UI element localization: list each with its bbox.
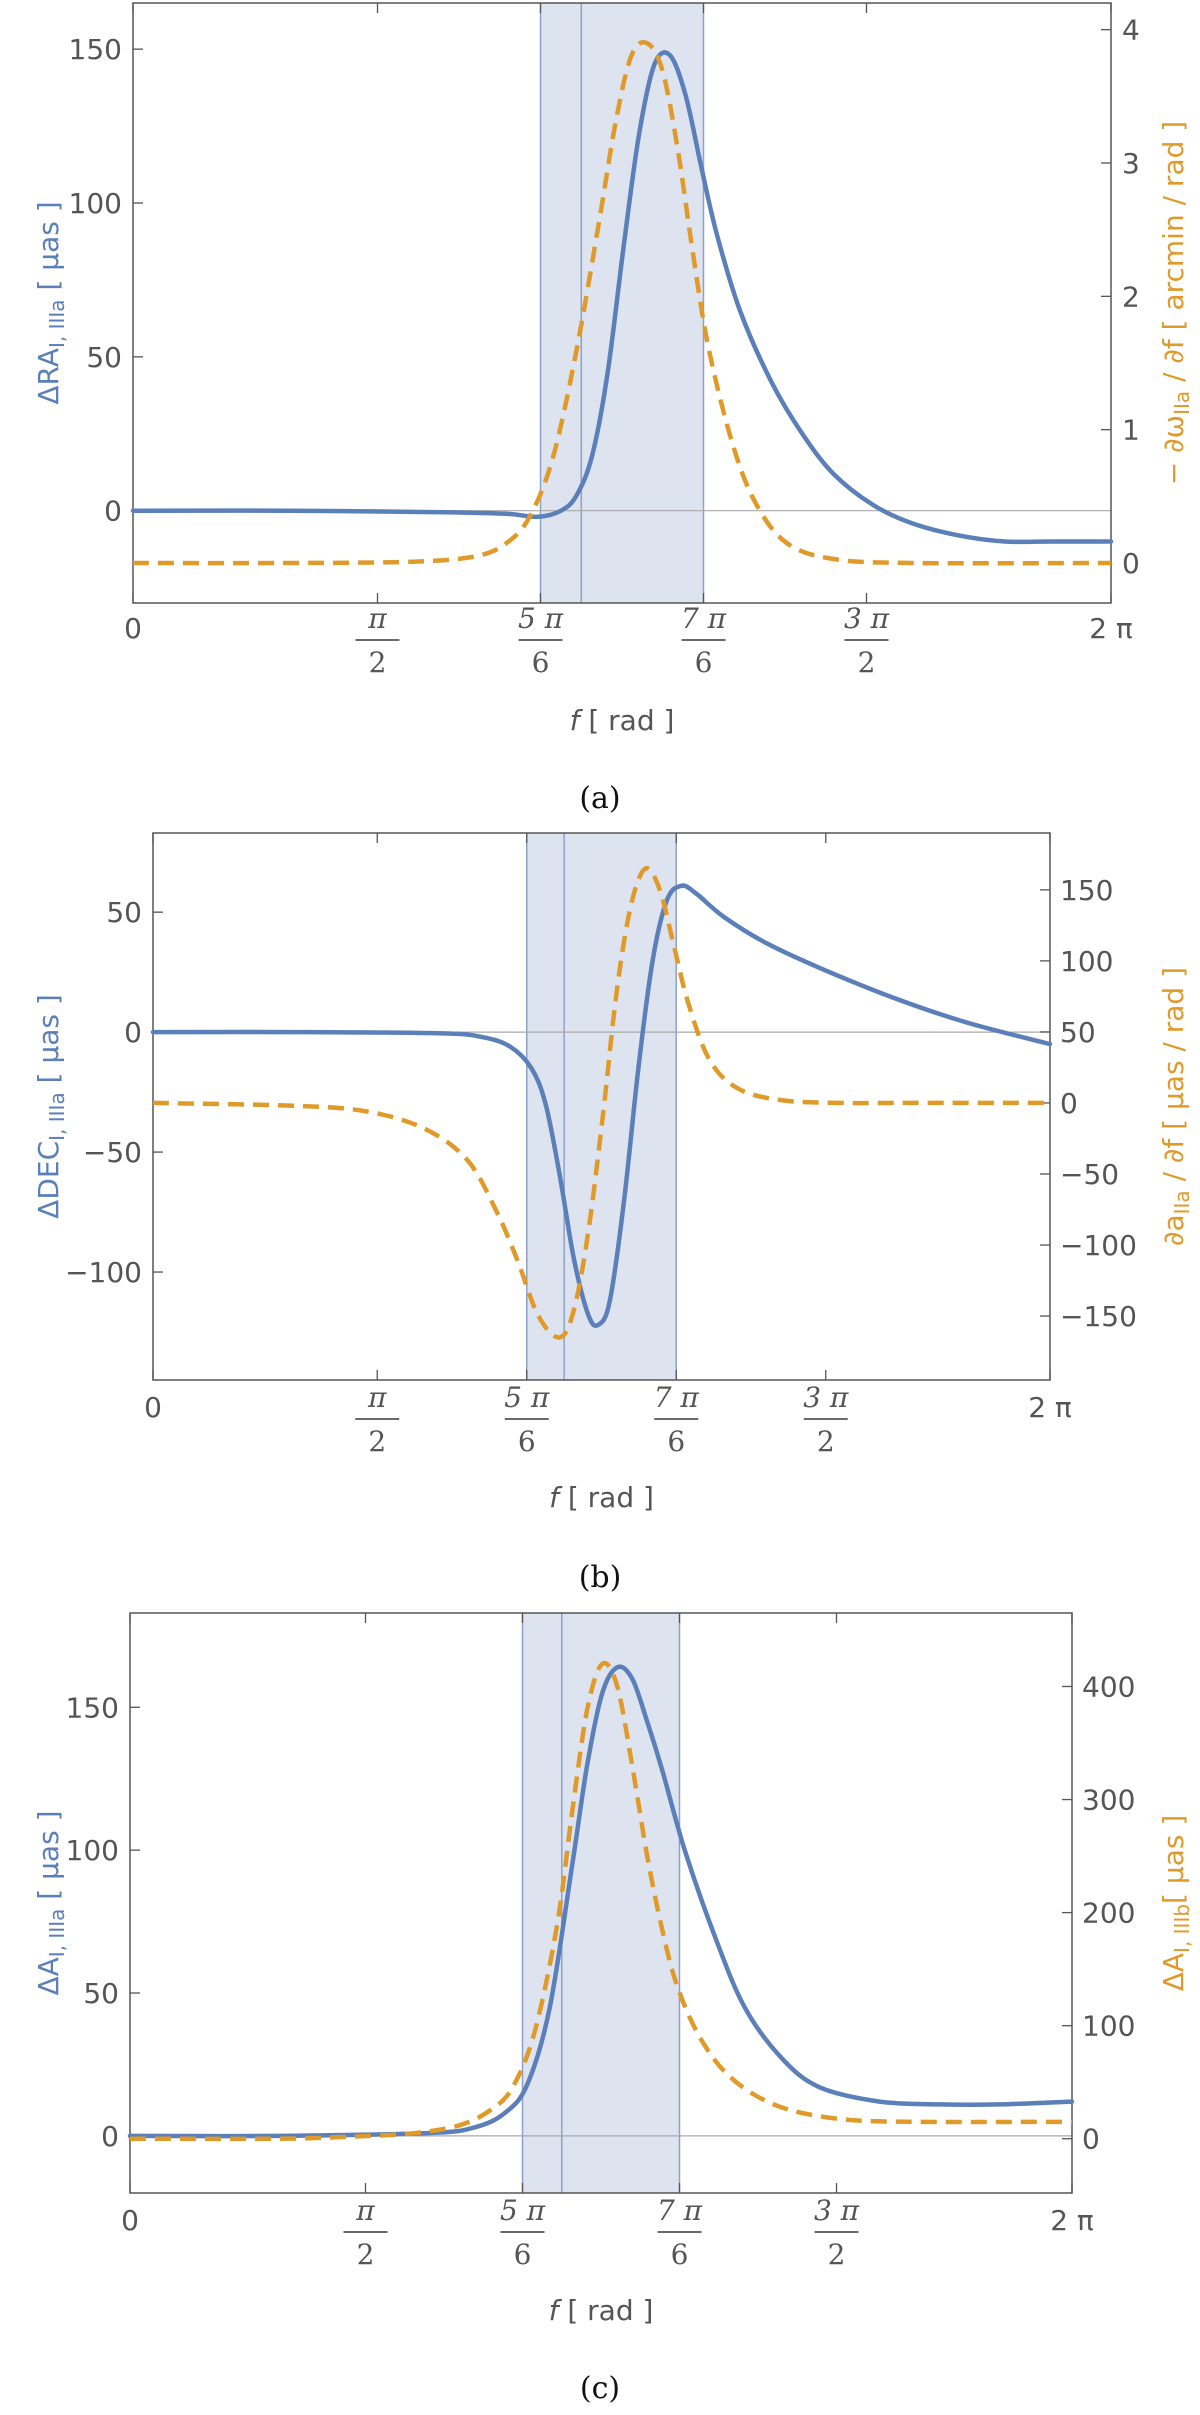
y-left-tick-label: 50 <box>83 1977 119 2010</box>
x-tick-label-denominator: 2 <box>369 646 387 679</box>
y-right-tick-label: 4 <box>1122 14 1140 47</box>
y-left-tick-label: 50 <box>106 896 142 929</box>
y-right-tick-label: 3 <box>1122 147 1140 180</box>
y-right-tick-label: −50 <box>1060 1158 1119 1191</box>
y-left-tick-label: 100 <box>66 1834 119 1867</box>
y-right-tick-label: 150 <box>1060 874 1113 907</box>
series-line-dashed-orange <box>129 1660 1073 2142</box>
y-right-tick-label: 100 <box>1060 945 1113 978</box>
series-line-solid-blue <box>127 1664 1075 2139</box>
y-left-axis-label: ΔRAI, IIIa [ μas ] <box>32 201 69 404</box>
y-left-tick-label: 0 <box>101 2120 119 2153</box>
plot-frame <box>129 1612 1073 2194</box>
y-right-tick-label: 0 <box>1122 547 1140 580</box>
x-tick-label: 0 <box>121 2204 139 2237</box>
panel-caption: (c) <box>580 2371 620 2406</box>
x-tick-label-numerator: 7 π <box>681 602 727 635</box>
y-right-tick-label: 1 <box>1122 414 1140 447</box>
x-tick-label-denominator: 6 <box>671 2238 689 2271</box>
y-right-axis-label: − ∂ωIIa / ∂f [ arcmin / rad ] <box>1157 121 1194 485</box>
series-line-dashed-orange <box>152 865 1050 1340</box>
y-left-tick-label: 0 <box>104 495 122 528</box>
plot-frame <box>152 832 1051 1381</box>
y-left-tick-label: 0 <box>124 1016 142 1049</box>
x-tick-label-numerator: 3 π <box>844 602 890 635</box>
chart-panel-a: 0 π 2 5 π 6 7 π 6 3 π 2 2 π 0 50 100 150 0 1 2 3 4 f [ rad … <box>32 2 1194 816</box>
series-line-solid-blue <box>130 50 1114 545</box>
y-right-tick-label: −100 <box>1060 1229 1137 1262</box>
x-axis-label: f [ rad ] <box>570 704 675 737</box>
x-tick-label-numerator: π <box>367 1381 387 1414</box>
y-right-tick-label: 400 <box>1082 1670 1135 1703</box>
x-tick-label-numerator: π <box>367 602 387 635</box>
x-tick-label-numerator: 3 π <box>814 2194 860 2227</box>
x-tick-label-numerator: π <box>355 2194 375 2227</box>
y-left-tick-label: 150 <box>66 1691 119 1724</box>
x-tick-label-denominator: 2 <box>858 646 876 679</box>
y-left-tick-label: −100 <box>65 1256 142 1289</box>
y-left-tick-label: 50 <box>86 341 122 374</box>
x-axis-label: f [ rad ] <box>549 2294 654 2327</box>
panel-caption: (a) <box>579 781 620 816</box>
y-left-tick-label: 150 <box>69 33 122 66</box>
y-right-tick-label: 300 <box>1082 1784 1135 1817</box>
y-right-tick-label: 200 <box>1082 1897 1135 1930</box>
x-tick-label-denominator: 6 <box>532 646 550 679</box>
y-left-axis-label: ΔAI, IIIa [ μas ] <box>32 1811 69 1996</box>
x-tick-label-numerator: 5 π <box>500 2194 546 2227</box>
y-left-tick-label: −50 <box>83 1136 142 1169</box>
x-tick-label-numerator: 3 π <box>803 1381 849 1414</box>
y-right-tick-label: −150 <box>1060 1300 1137 1333</box>
x-tick-label-numerator: 7 π <box>657 2194 703 2227</box>
y-right-tick-label: 0 <box>1060 1087 1078 1120</box>
shaded-region <box>540 3 704 603</box>
y-right-tick-label: 2 <box>1122 280 1140 313</box>
x-tick-label: 2 π <box>1089 612 1133 645</box>
y-right-axis-label: ΔAI, IIIb[ μas ] <box>1157 1815 1194 1992</box>
x-tick-label-denominator: 2 <box>828 2238 846 2271</box>
x-tick-label: 2 π <box>1050 2204 1094 2237</box>
x-tick-label-denominator: 6 <box>518 1425 536 1458</box>
shaded-region <box>522 1613 680 2193</box>
chart-panel-b: 0 π 2 5 π 6 7 π 6 3 π 2 2 π −100 −50 0 50 −150 −100 −50 0… <box>32 832 1194 1595</box>
y-right-tick-label: 50 <box>1060 1016 1096 1049</box>
x-tick-label: 0 <box>124 612 142 645</box>
x-tick-label-denominator: 6 <box>514 2238 532 2271</box>
x-axis-label: f [ rad ] <box>549 1481 654 1514</box>
chart-panel-c: 0 π 2 5 π 6 7 π 6 3 π 2 2 π 0 50 100 150 0 100 200 300 400… <box>32 1612 1194 2406</box>
y-right-axis-label: ∂aIIa / ∂f [ μas / rad ] <box>1157 967 1194 1246</box>
x-tick-label-denominator: 6 <box>695 646 713 679</box>
y-right-tick-label: 100 <box>1082 2010 1135 2043</box>
series-line-solid-blue <box>150 883 1053 1329</box>
x-tick-label-denominator: 2 <box>368 1425 386 1458</box>
shaded-region <box>526 833 677 1380</box>
x-tick-label: 2 π <box>1028 1391 1072 1424</box>
x-tick-label-denominator: 2 <box>817 1425 835 1458</box>
panel-caption: (b) <box>579 1560 622 1595</box>
plot-frame <box>132 2 1112 604</box>
x-tick-label-numerator: 7 π <box>654 1381 700 1414</box>
x-tick-label-denominator: 2 <box>357 2238 375 2271</box>
x-tick-label: 0 <box>144 1391 162 1424</box>
x-tick-label-denominator: 6 <box>667 1425 685 1458</box>
x-tick-label-numerator: 5 π <box>504 1381 550 1414</box>
y-left-tick-label: 100 <box>69 187 122 220</box>
y-right-tick-label: 0 <box>1082 2123 1100 2156</box>
y-left-axis-label: ΔDECI, IIIa [ μas ] <box>32 994 69 1219</box>
x-tick-label-numerator: 5 π <box>518 602 564 635</box>
